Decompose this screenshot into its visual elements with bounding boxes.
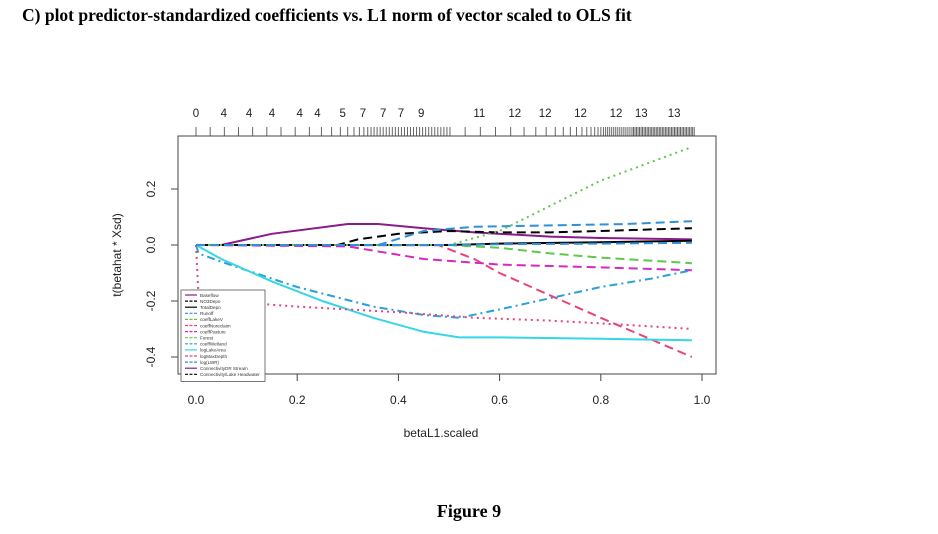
series-line-8 [196, 244, 692, 265]
top-axis-label: 9 [418, 108, 424, 120]
y-tick-label: -0.4 [144, 346, 158, 367]
x-tick-label: 0.4 [390, 393, 407, 407]
top-axis-label: 7 [398, 108, 404, 120]
series-line-2 [196, 227, 692, 246]
series-line-12 [196, 241, 692, 246]
legend-entry: coeffPasture [200, 329, 226, 334]
x-tick-label: 0.0 [188, 393, 205, 407]
legend-entry: Runoff [200, 311, 214, 316]
top-axis-label: 7 [380, 108, 386, 120]
y-tick-label: -0.2 [144, 290, 158, 311]
top-axis-label: 7 [360, 108, 366, 120]
legend-entry: logLakeArea [200, 348, 226, 353]
figure-caption: Figure 9 [436, 501, 502, 521]
y-tick-label: 0.2 [144, 180, 158, 197]
top-axis-label: 11 [473, 108, 485, 120]
series-line-11 [195, 244, 692, 330]
legend-box [180, 289, 266, 382]
legend-entry: log(LWR) [200, 360, 220, 365]
top-axis-label: 12 [610, 108, 623, 120]
legend-entry: NO3Depo [200, 299, 221, 304]
y-tick-label: 0.0 [144, 236, 158, 253]
x-tick-label: 1.0 [694, 393, 711, 407]
y-axis: -0.4 -0.2 0.0 0.2 [144, 180, 178, 367]
top-axis-label: 5 [340, 108, 346, 120]
x-tick-label: 0.8 [592, 393, 609, 407]
x-tick-label: 0.2 [289, 393, 306, 407]
top-axis-label: 12 [508, 108, 521, 120]
x-tick-label: 0.6 [491, 393, 508, 407]
legend-entry: coeffNoreclaim [200, 323, 231, 328]
top-axis-label: 12 [574, 108, 587, 120]
legend-entry: Baseflow [200, 293, 219, 298]
series-lines [195, 146, 693, 358]
top-axis-label: 13 [635, 108, 648, 120]
legend: BaseflowNO3DepoTotalDepoRunoffcoeffLakeV… [180, 289, 266, 382]
y-axis-label: t(betahat * Xsd) [110, 213, 124, 296]
top-axis-label: 4 [269, 108, 276, 120]
top-axis-label: 12 [539, 108, 552, 120]
legend-entry: Forest [200, 336, 214, 341]
series-line-10 [195, 244, 692, 342]
figure-heading: C) plot predictor-standardized coefficie… [22, 5, 632, 25]
legend-entry: logMaxDepth [200, 354, 228, 359]
legend-entry: ConnectivityDR Stream [200, 366, 248, 371]
top-axis-label: 4 [297, 108, 304, 120]
series-line-6 [195, 244, 693, 358]
top-axis: 0 4 4 4 4 4 5 7 7 7 9 11 12 12 12 12 13 13 [193, 108, 695, 136]
series-line-1 [196, 223, 692, 246]
legend-entry: TotalDepo [200, 305, 221, 310]
plot-frame [177, 135, 717, 375]
x-axis: 0.0 0.2 0.4 0.6 0.8 1.0 [188, 374, 711, 407]
legend-entry: Connectivity/Lake Headwater [200, 372, 260, 377]
legend-entry: coeffLakeV [200, 317, 224, 322]
top-axis-label: 13 [668, 108, 681, 120]
series-line-7 [195, 244, 692, 272]
top-axis-label: 4 [221, 108, 228, 120]
legend-entry: coeffWetland [200, 342, 227, 347]
top-axis-label: 4 [246, 108, 253, 120]
x-axis-label: betaL1.scaled [404, 426, 479, 440]
top-axis-label: 4 [314, 108, 321, 120]
top-axis-label: 0 [193, 108, 199, 120]
